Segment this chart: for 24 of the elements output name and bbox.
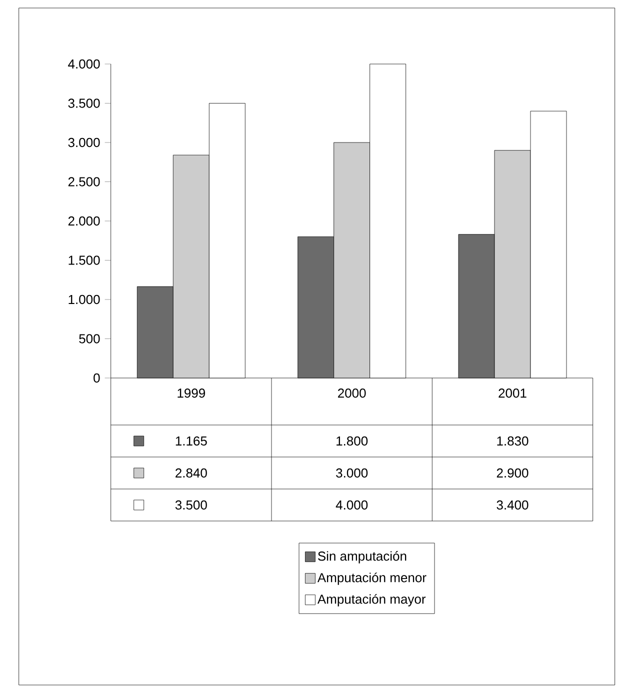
y-tick-label: 2.000: [68, 216, 100, 226]
x-tick-label: 2000: [338, 388, 366, 398]
data-label: 1.800: [336, 436, 368, 446]
legend-label: Amputación menor: [318, 572, 426, 585]
legend-label: Sin amputación: [318, 551, 406, 564]
data-label: 1.165: [176, 436, 207, 446]
y-tick-label: 4.000: [68, 59, 100, 69]
data-label: 2.900: [496, 468, 528, 478]
legend-label: Amputación mayor: [318, 594, 426, 606]
x-tick-label: 2001: [498, 388, 526, 398]
x-tick-label: 1999: [178, 388, 206, 398]
data-label: 3.500: [175, 500, 208, 510]
y-tick-label: 500: [79, 334, 100, 344]
data-label: 3.000: [336, 468, 368, 478]
y-tick-label: 0: [94, 373, 100, 383]
y-tick-label: 3.000: [68, 138, 100, 148]
y-tick-label: 2.500: [68, 177, 100, 186]
data-label: 2.840: [176, 468, 208, 478]
y-tick-label: 1.500: [68, 256, 100, 265]
data-label: 1.830: [497, 436, 528, 446]
y-tick-label: 3.500: [68, 98, 100, 108]
data-label: 4.000: [336, 500, 368, 510]
data-label: 3.400: [496, 500, 528, 510]
y-tick-label: 1.000: [68, 294, 100, 304]
